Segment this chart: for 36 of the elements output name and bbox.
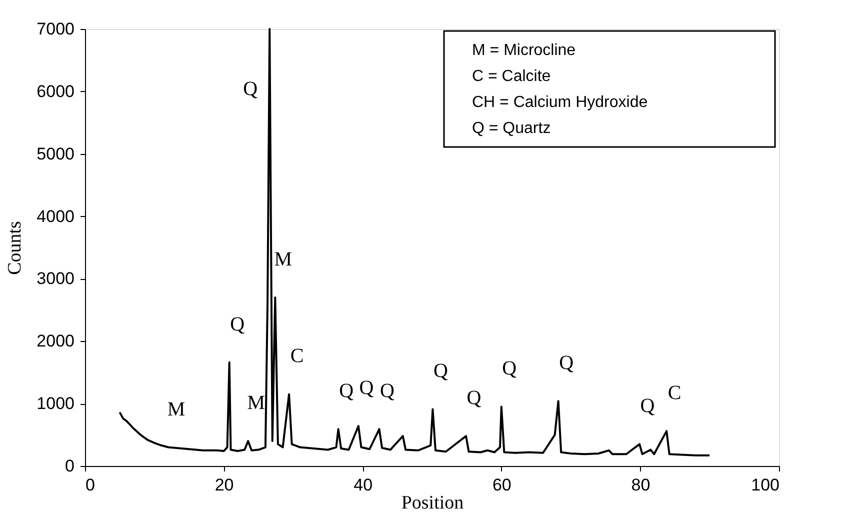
- annotation: Q: [559, 352, 574, 374]
- annotation: Q: [230, 313, 246, 336]
- annotation: Q: [433, 360, 448, 382]
- annotation: C: [290, 345, 304, 368]
- y-tick-label: 1000: [36, 394, 74, 414]
- x-tick-label: 100: [751, 476, 780, 494]
- y-tick-label: 5000: [36, 144, 74, 164]
- annotation: Q: [339, 380, 354, 402]
- annotation: C = Calcite: [472, 68, 551, 85]
- annotation: M: [274, 248, 292, 270]
- x-tick-label: 20: [214, 476, 234, 494]
- y-tick-label: 0: [65, 456, 74, 476]
- annotation: CH = Calcium Hydroxide: [472, 94, 648, 111]
- x-axis-title: Position: [401, 492, 464, 514]
- annotation: Q: [640, 395, 656, 418]
- annotation: Q: [243, 78, 258, 100]
- annotation: Q = Quartz: [472, 120, 551, 137]
- y-tick-label: 7000: [36, 20, 74, 38]
- x-tick-label: 40: [354, 476, 373, 494]
- annotation: M = Microcline: [472, 42, 576, 59]
- y-tick-label: 2000: [36, 332, 74, 351]
- annotation: Q: [502, 358, 518, 380]
- annotation: Q: [466, 387, 482, 410]
- y-tick-label: 6000: [36, 82, 74, 101]
- annotation: Q: [359, 377, 374, 400]
- x-tick-label: 0: [86, 476, 95, 494]
- annotation: M: [247, 392, 266, 414]
- annotation: M: [167, 398, 186, 420]
- y-tick-label: 3000: [36, 269, 74, 288]
- annotation: Q: [380, 380, 396, 402]
- x-tick-label: 80: [631, 476, 650, 494]
- y-tick-label: 4000: [36, 206, 74, 226]
- line-series: [118, 28, 711, 456]
- annotation: C: [668, 382, 682, 404]
- x-tick-label: 60: [492, 476, 512, 494]
- y-axis-title: Counts: [4, 221, 26, 275]
